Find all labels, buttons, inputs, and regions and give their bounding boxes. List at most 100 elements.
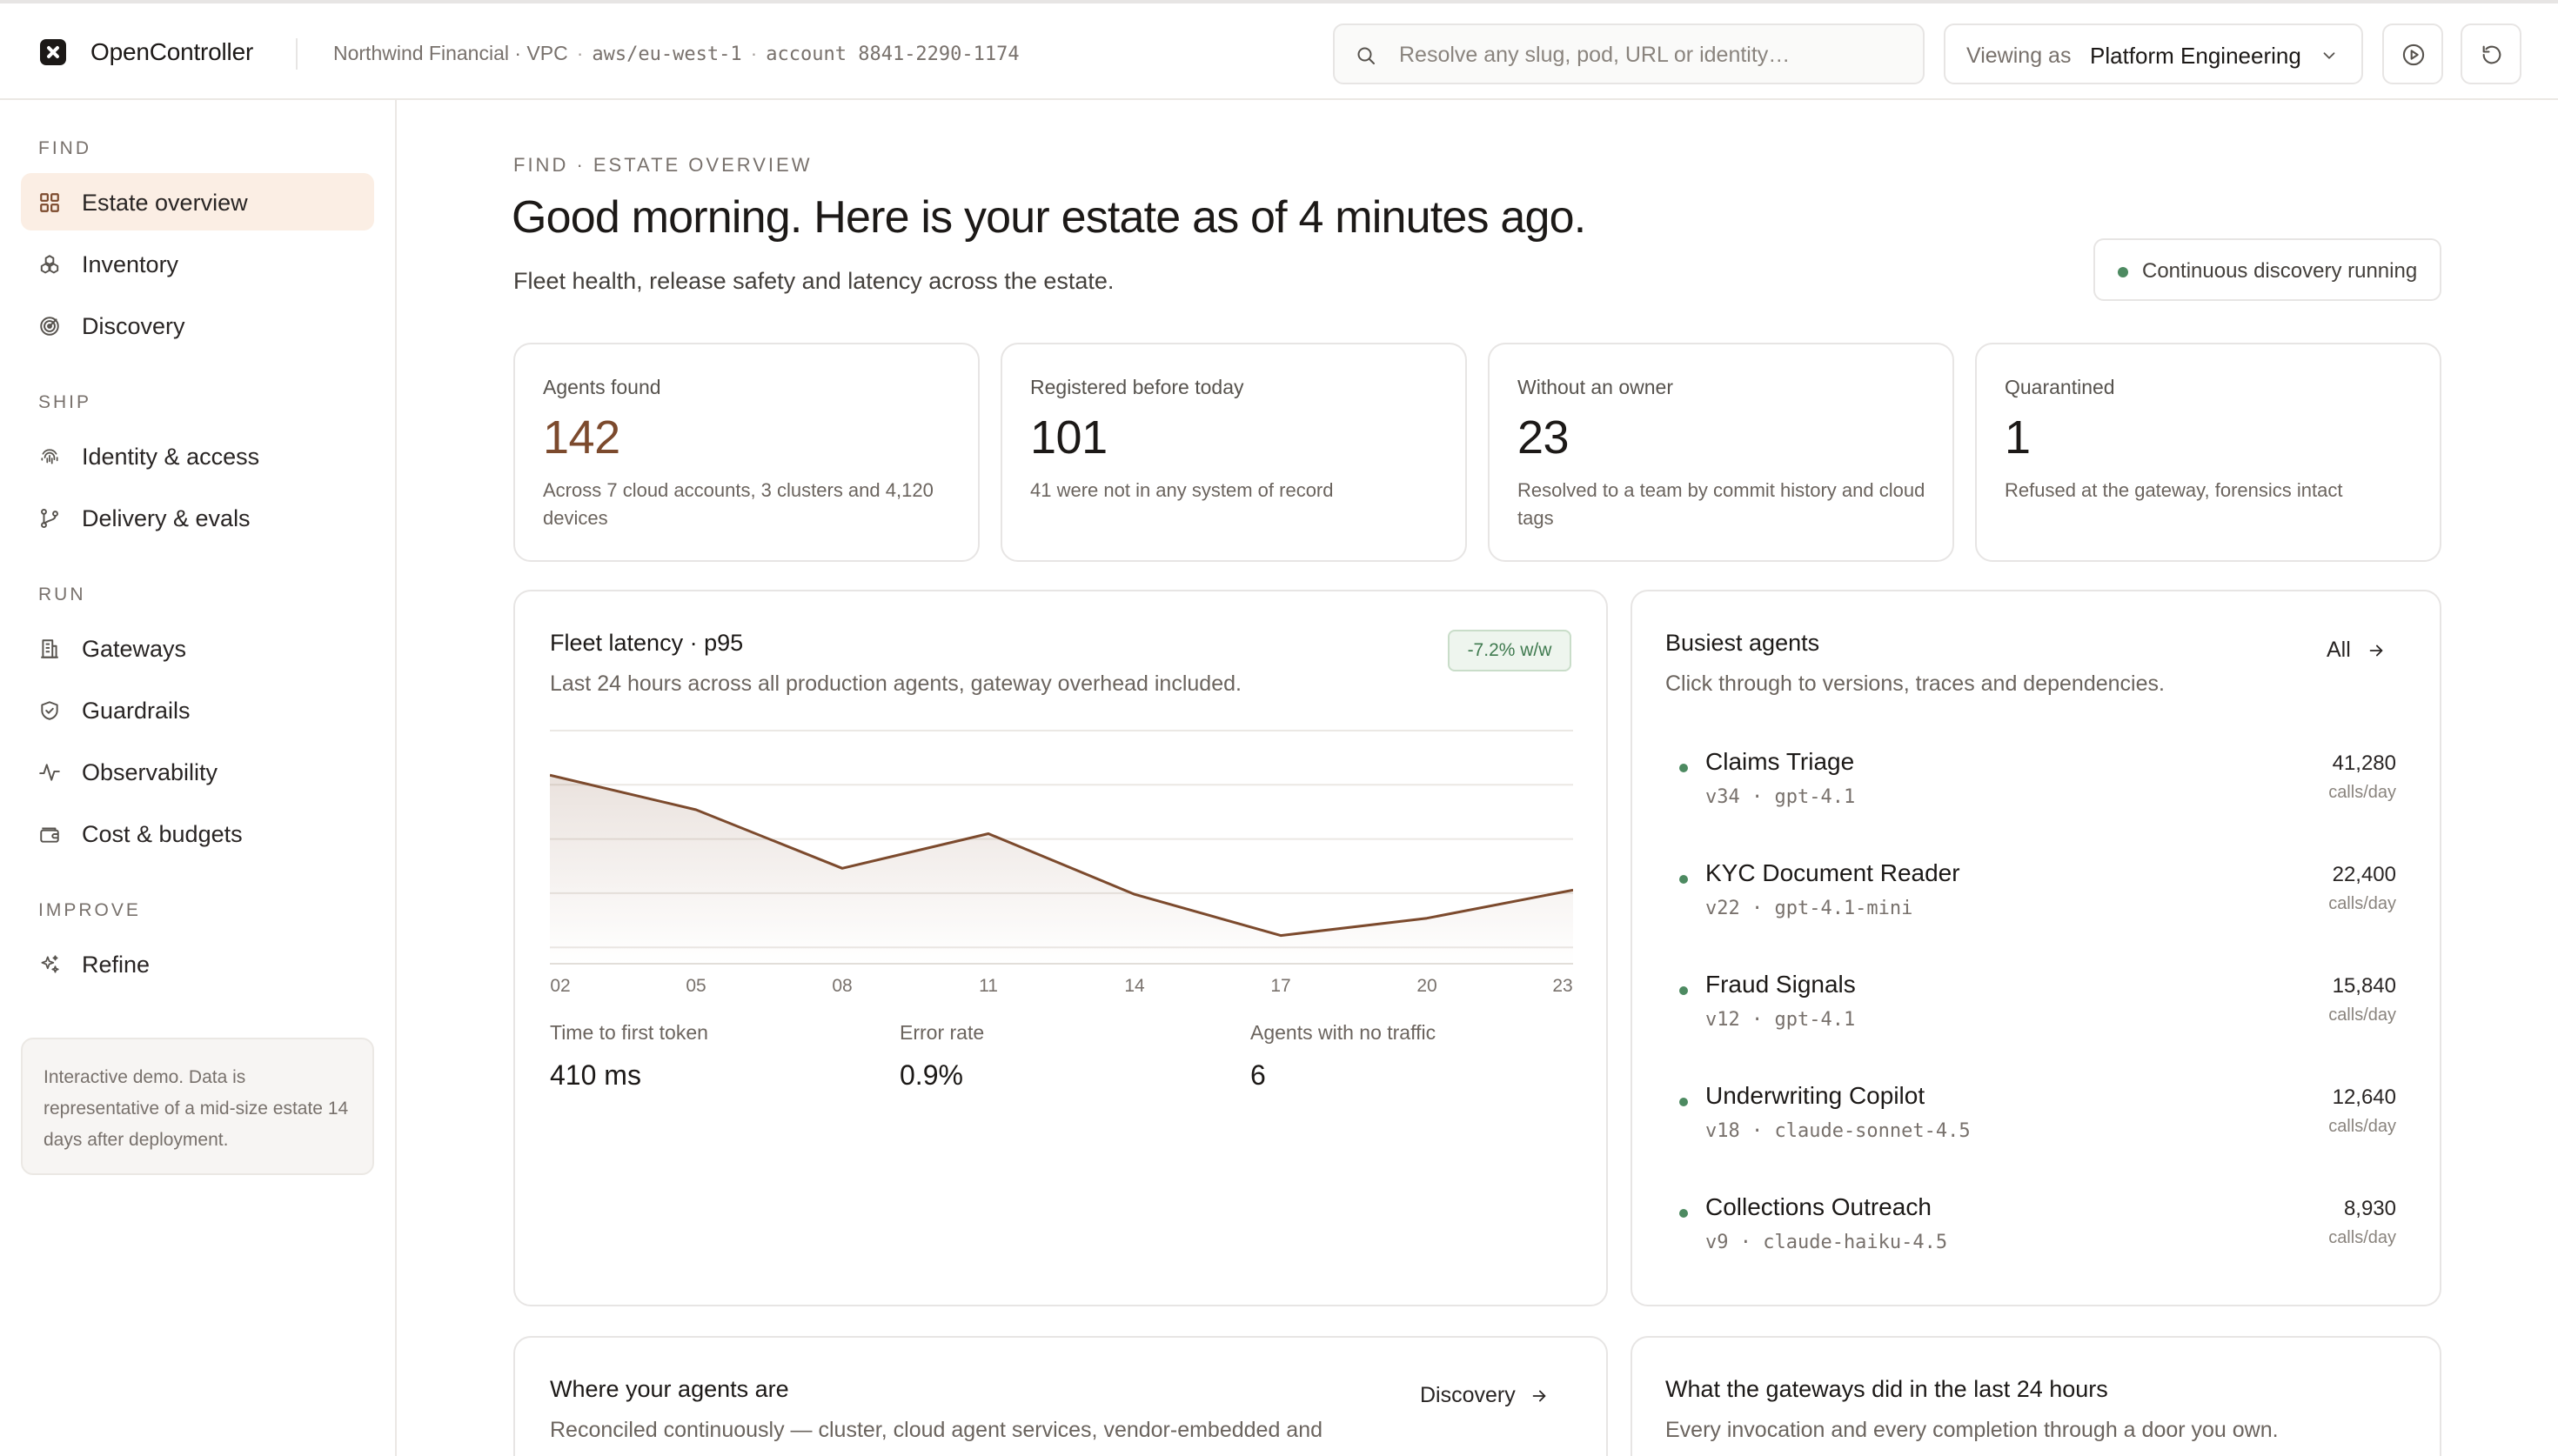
sidebar-item-label: Identity & access [82, 444, 260, 470]
fingerprint-icon [41, 449, 58, 464]
arrow-right-icon [1532, 1390, 1546, 1402]
stat-label: Registered before today [1030, 376, 1244, 398]
environment-context: Northwind Financial · VPC · aws/eu-west-1 ·… [333, 42, 1020, 65]
sidebar-section-improve: IMPROVE [38, 900, 141, 920]
radar-icon [40, 317, 59, 336]
metric-label: Error rate [900, 1021, 985, 1044]
latency-line [550, 773, 1573, 938]
agent-calls: 15,840 [2332, 974, 2396, 998]
list-item[interactable]: Fraud Signals v12 · gpt-4.1 15,840 calls… [1665, 971, 2396, 1058]
sidebar-item-label: Refine [82, 952, 151, 978]
stat-card-quarantined[interactable]: Quarantined 1 Refused at the gateway, fo… [1975, 343, 2441, 562]
where-agents-subtitle: Reconciled continuously — cluster, cloud… [550, 1418, 1323, 1442]
sidebar-item-estate-overview[interactable]: Estate overview [21, 173, 374, 230]
agent-version-model: v22 · gpt-4.1-mini [1705, 898, 1913, 919]
search-box[interactable] [1333, 23, 1925, 84]
chart-x-tick: 17 [1270, 976, 1291, 996]
latency-panel-subtitle: Last 24 hours across all production agen… [550, 671, 1242, 696]
discovery-status-badge[interactable]: Continuous discovery running [2093, 238, 2441, 301]
demo-note: Interactive demo. Data is representative… [21, 1038, 374, 1175]
building-icon [41, 639, 58, 658]
agent-name: Fraud Signals [1705, 971, 1856, 998]
sidebar-item-cost-budgets[interactable]: Cost & budgets [21, 805, 374, 862]
agent-calls: 8,930 [2343, 1197, 2396, 1220]
latency-chart [550, 730, 1573, 965]
separator: · [576, 42, 584, 64]
link-label: Discovery [1420, 1383, 1516, 1407]
status-dot-icon [2118, 267, 2128, 277]
metric-label: Time to first token [550, 1021, 708, 1044]
agent-calls-unit: calls/day [2328, 894, 2396, 913]
git-branch-icon [41, 508, 58, 529]
refresh-button[interactable] [2461, 23, 2521, 84]
status-dot-icon [1679, 1209, 1688, 1218]
sidebar-item-label: Delivery & evals [82, 505, 251, 531]
list-item[interactable]: Claims Triage v34 · gpt-4.1 41,280 calls… [1665, 748, 2396, 835]
sidebar-item-label: Observability [82, 759, 218, 785]
stat-card-agents-found[interactable]: Agents found 142 Across 7 cloud accounts… [513, 343, 980, 562]
agent-name: Claims Triage [1705, 748, 1855, 775]
sidebar-item-identity-access[interactable]: Identity & access [21, 427, 374, 484]
sidebar-item-delivery-evals[interactable]: Delivery & evals [21, 489, 374, 546]
discovery-link[interactable]: Discovery [1420, 1383, 1559, 1408]
sidebar-item-label: Guardrails [82, 698, 191, 724]
sidebar-item-gateways[interactable]: Gateways [21, 619, 374, 677]
list-item[interactable]: KYC Document Reader v22 · gpt-4.1-mini 2… [1665, 859, 2396, 946]
where-agents-title: Where your agents are [550, 1376, 789, 1402]
gateways-activity-title: What the gateways did in the last 24 hou… [1665, 1376, 2108, 1402]
list-item[interactable]: Underwriting Copilot v18 · claude-sonnet… [1665, 1082, 2396, 1169]
agent-name: KYC Document Reader [1705, 859, 1960, 886]
agent-name: Collections Outreach [1705, 1193, 1932, 1220]
stat-card-registered-before-today[interactable]: Registered before today 101 41 were not … [1001, 343, 1467, 562]
org-label: Northwind Financial · VPC [333, 42, 568, 64]
busiest-agents-all-link[interactable]: All [2327, 638, 2387, 663]
stat-card-without-owner[interactable]: Without an owner 23 Resolved to a team b… [1488, 343, 1954, 562]
sidebar-item-observability[interactable]: Observability [21, 743, 374, 800]
sparkles-icon [41, 955, 59, 973]
sidebar-item-label: Cost & budgets [82, 821, 243, 847]
app-name[interactable]: OpenController [90, 38, 254, 65]
agent-version-model: v9 · claude-haiku-4.5 [1705, 1232, 1948, 1253]
agent-calls-unit: calls/day [2328, 1228, 2396, 1247]
search-icon [1357, 47, 1375, 64]
sidebar-item-guardrails[interactable]: Guardrails [21, 681, 374, 738]
status-dot-icon [1679, 764, 1688, 772]
chart-x-tick: 05 [686, 976, 706, 996]
status-dot-icon [1679, 1098, 1688, 1106]
latency-delta-badge: -7.2% w/w [1448, 630, 1571, 671]
stat-label: Quarantined [2005, 376, 2115, 398]
agent-version-model: v12 · gpt-4.1 [1705, 1009, 1856, 1031]
status-dot-icon [1679, 986, 1688, 995]
sidebar-item-label: Estate overview [82, 190, 248, 216]
latency-panel-title: Fleet latency · p95 [550, 630, 744, 656]
agent-calls: 41,280 [2332, 751, 2396, 775]
stat-description: Refused at the gateway, forensics intact [2005, 479, 2343, 501]
chart-x-tick: 20 [1416, 976, 1437, 996]
agent-calls: 22,400 [2332, 863, 2396, 886]
gateways-activity-subtitle: Every invocation and every completion th… [1665, 1418, 2279, 1442]
sidebar-item-refine[interactable]: Refine [21, 935, 374, 992]
play-button[interactable] [2382, 23, 2443, 84]
stat-value: 23 [1517, 411, 1570, 464]
stat-value: 142 [543, 411, 620, 464]
account-label: account 8841-2290-1174 [766, 43, 1020, 65]
metric-value: 410 ms [550, 1059, 641, 1091]
opencontroller-logo-icon[interactable] [40, 39, 66, 65]
sidebar-section-ship: SHIP [38, 392, 92, 412]
play-circle-icon [2402, 43, 2425, 66]
chart-x-tick: 02 [550, 976, 571, 996]
breadcrumb: FIND · ESTATE OVERVIEW [513, 154, 813, 176]
sidebar-item-label: Inventory [82, 251, 179, 277]
busiest-agents-subtitle: Click through to versions, traces and de… [1665, 671, 2165, 696]
viewing-as-select[interactable]: Viewing as Platform Engineering [1944, 23, 2363, 84]
list-item[interactable]: Collections Outreach v9 · claude-haiku-4… [1665, 1193, 2396, 1280]
stat-label: Agents found [543, 376, 661, 398]
sidebar-item-discovery[interactable]: Discovery [21, 297, 374, 354]
sidebar-item-label: Discovery [82, 313, 185, 339]
metric-value: 6 [1250, 1059, 1266, 1091]
search-input[interactable] [1399, 36, 1904, 74]
metric-value: 0.9% [900, 1059, 963, 1091]
agent-calls-unit: calls/day [2328, 1117, 2396, 1136]
latency-area [550, 775, 1573, 964]
sidebar-item-inventory[interactable]: Inventory [21, 235, 374, 292]
